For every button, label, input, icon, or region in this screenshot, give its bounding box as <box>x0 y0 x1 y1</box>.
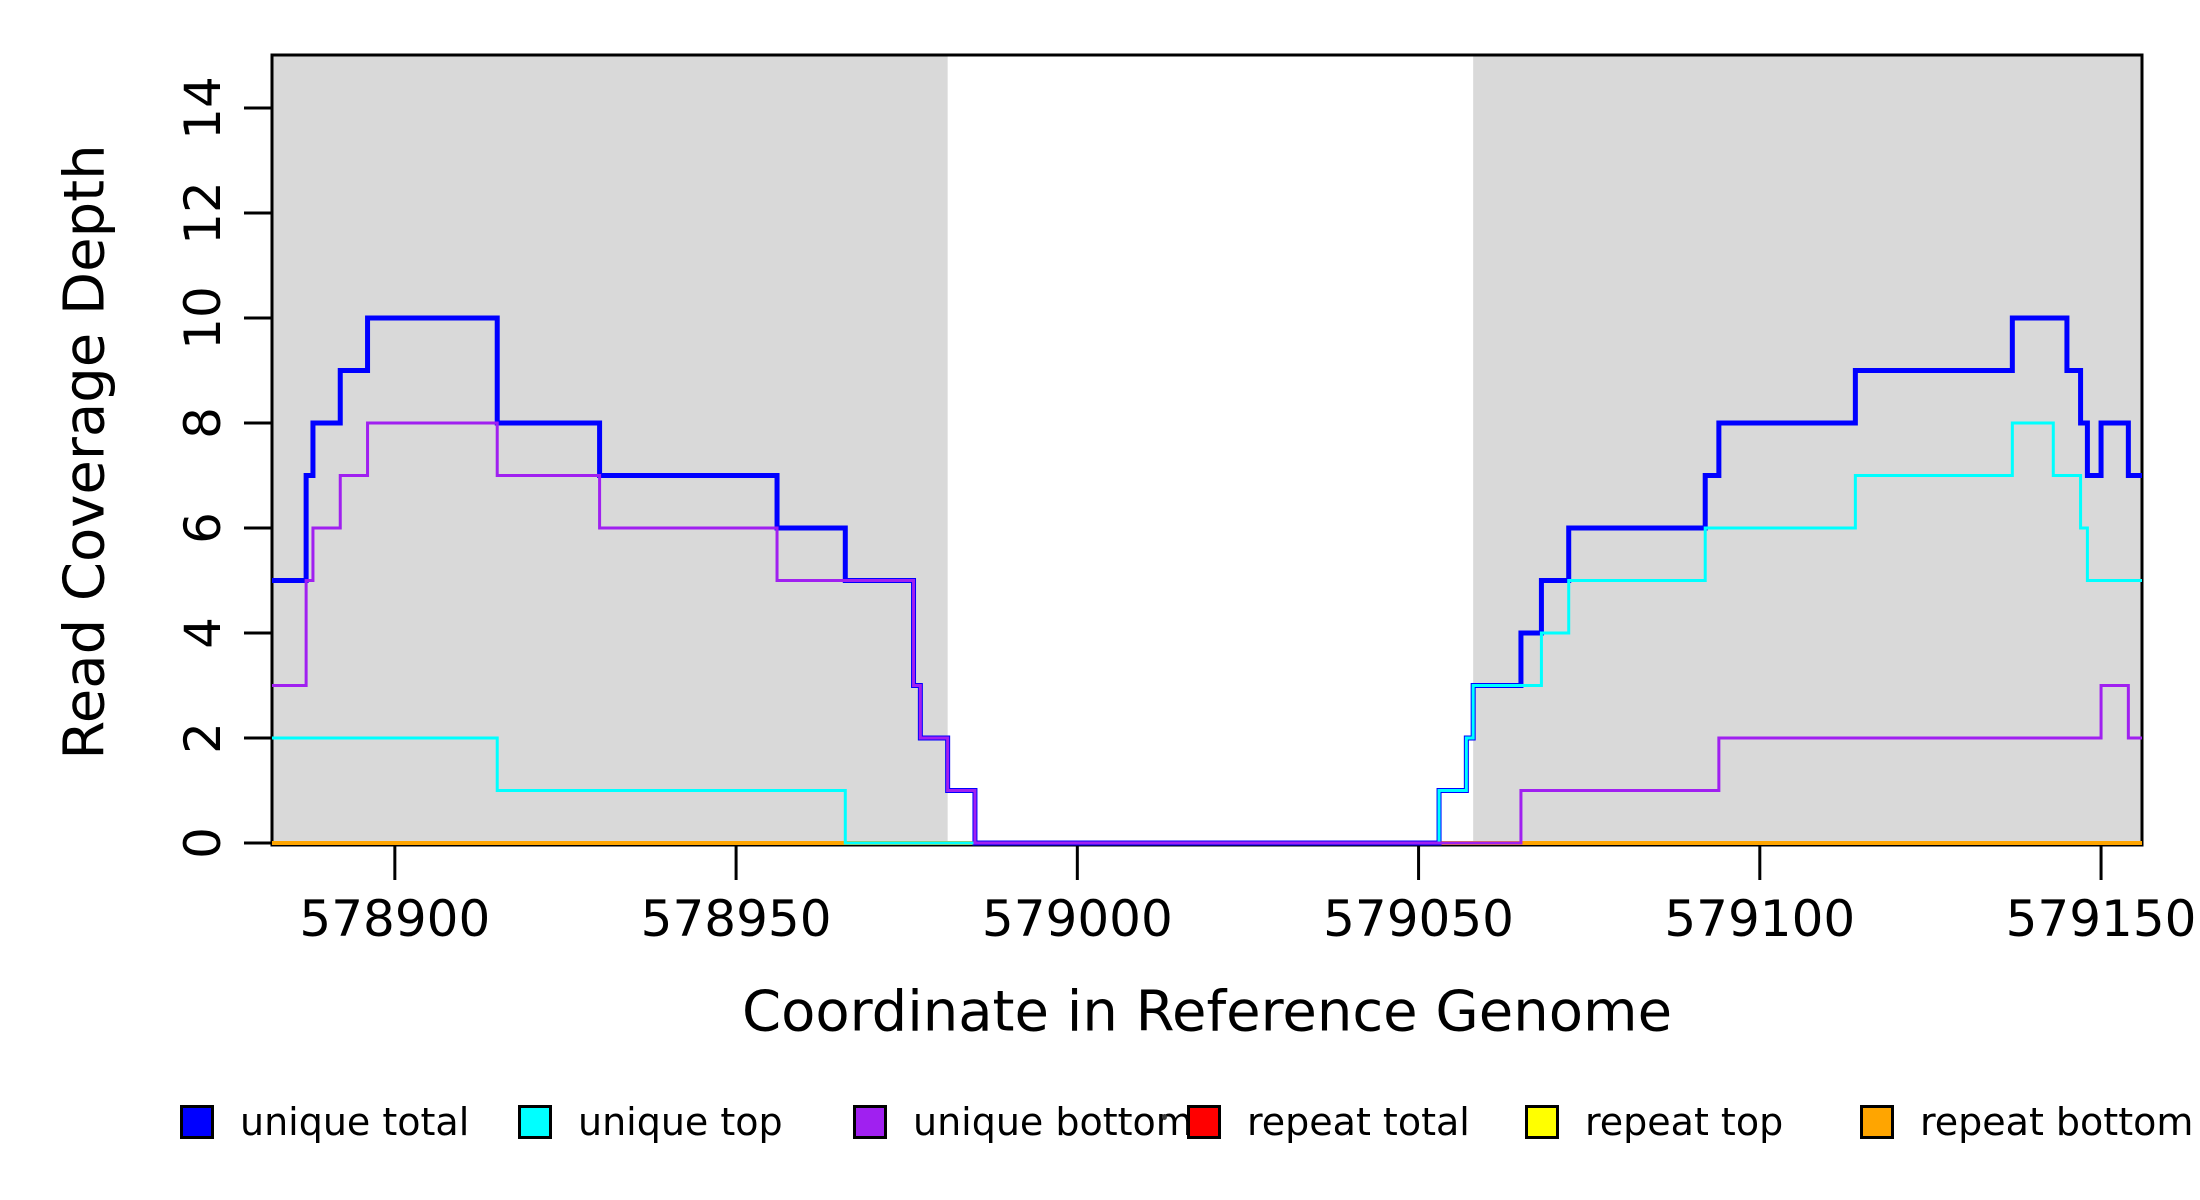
legend-item-repeat-bottom: repeat bottom <box>1860 1100 2193 1144</box>
x-tick-label: 578950 <box>640 890 832 948</box>
x-tick-label: 579050 <box>1323 890 1514 948</box>
x-tick-label: 579000 <box>981 890 1173 948</box>
y-tick-label: 0 <box>174 827 232 859</box>
legend-swatch-icon <box>180 1105 214 1139</box>
y-tick-label: 10 <box>174 286 232 350</box>
legend-label: unique total <box>240 1100 470 1144</box>
x-tick-label: 579100 <box>1664 890 1856 948</box>
series-line-unique-bottom <box>272 421 2142 845</box>
highlight-band <box>272 55 948 845</box>
legend-label: repeat bottom <box>1920 1100 2194 1144</box>
x-tick-label: 578900 <box>299 890 491 948</box>
legend-swatch-icon <box>518 1105 552 1139</box>
x-tick-label: 579150 <box>2005 890 2197 948</box>
x-axis-title: Coordinate in Reference Genome <box>741 979 1673 1045</box>
legend-item-unique-total: unique total <box>180 1100 469 1144</box>
legend-swatch-icon <box>853 1105 887 1139</box>
y-tick-label: 6 <box>174 512 232 544</box>
legend-label: unique bottom <box>913 1100 1193 1144</box>
legend-label: unique top <box>578 1100 783 1144</box>
y-tick-label: 2 <box>174 722 232 754</box>
legend-item-unique-bottom: unique bottom <box>853 1100 1193 1144</box>
legend-stray-dot <box>1162 1114 1167 1120</box>
y-tick-label: 8 <box>174 407 232 439</box>
y-tick-label: 4 <box>174 617 232 649</box>
y-tick-label: 12 <box>174 181 232 245</box>
y-axis-title: Read Coverage Depth <box>52 144 118 760</box>
legend-item-repeat-top: repeat top <box>1525 1100 1783 1144</box>
legend-label: repeat total <box>1247 1100 1470 1144</box>
legend-swatch-icon <box>1187 1105 1221 1139</box>
legend-item-repeat-total: repeat total <box>1187 1100 1470 1144</box>
y-tick-label: 14 <box>174 76 232 140</box>
highlight-band <box>1473 55 2142 845</box>
legend-swatch-icon <box>1525 1105 1559 1139</box>
legend-item-unique-top: unique top <box>518 1100 783 1144</box>
legend-swatch-icon <box>1860 1105 1894 1139</box>
legend-label: repeat top <box>1585 1100 1784 1144</box>
